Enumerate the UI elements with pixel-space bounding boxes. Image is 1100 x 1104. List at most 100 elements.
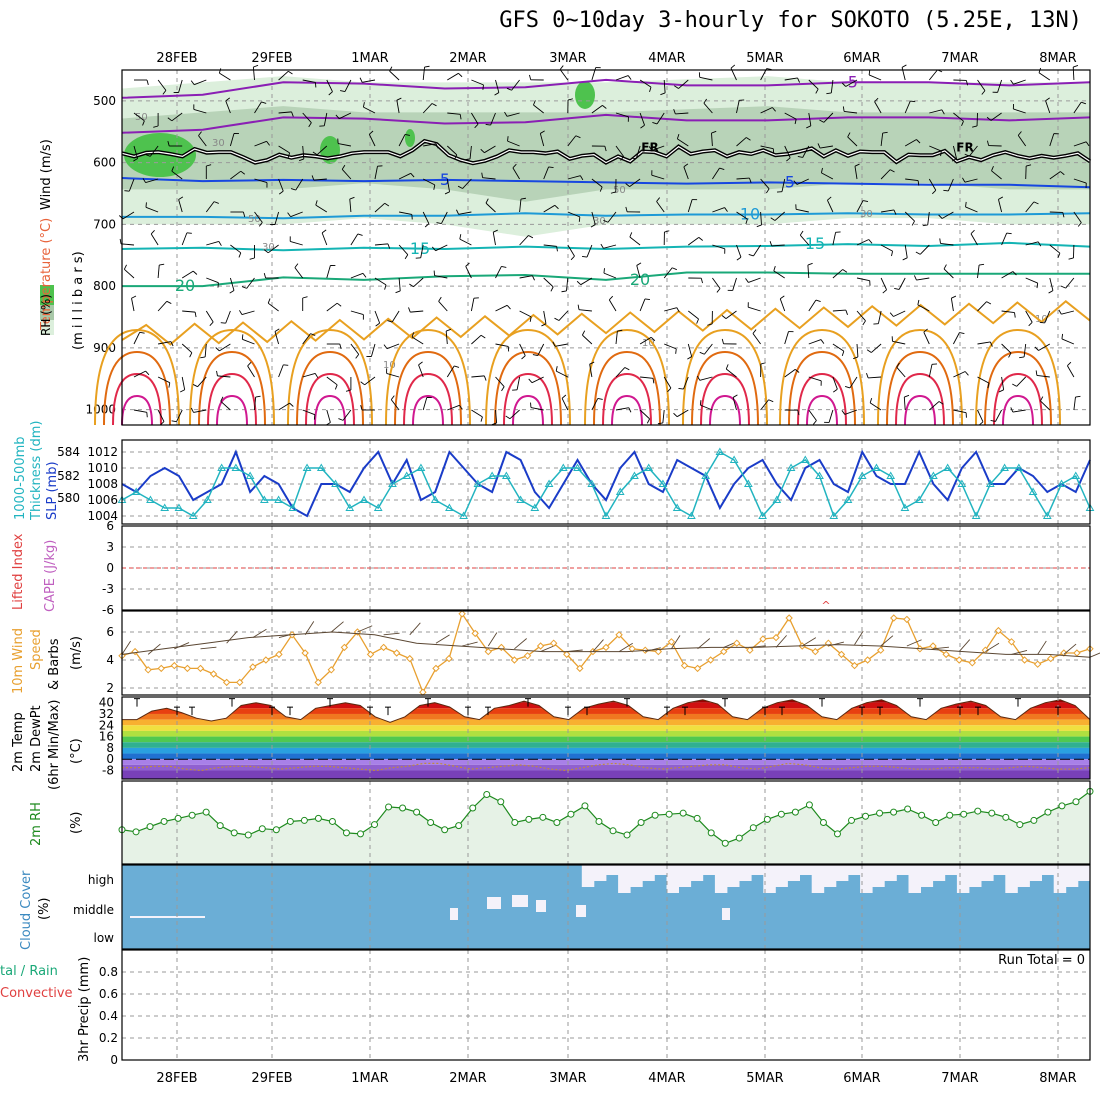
wind-barb-feather bbox=[971, 230, 975, 234]
wind-barb-feather bbox=[419, 362, 423, 365]
wind-barb-feather bbox=[749, 254, 754, 256]
w10-barb bbox=[305, 621, 314, 634]
wind-barb bbox=[1026, 278, 1038, 283]
w10-barb bbox=[122, 641, 131, 654]
wind-barb-feather bbox=[337, 303, 341, 306]
wind-barb-feather bbox=[582, 256, 587, 257]
date-top-2MAR: 2MAR bbox=[449, 51, 486, 66]
w10-barb bbox=[907, 640, 922, 646]
isotherm-label-10-0: 10 bbox=[740, 204, 760, 223]
wind-barb-feather bbox=[697, 319, 699, 324]
wind-barb bbox=[471, 335, 481, 344]
rh2-point bbox=[231, 830, 237, 836]
wind-barb-feather bbox=[1069, 258, 1074, 259]
label-upper-rh: RH (%) bbox=[39, 294, 53, 336]
wind-barb-feather bbox=[210, 322, 213, 326]
rh2-point bbox=[863, 813, 869, 819]
wind-barb-feather bbox=[239, 253, 241, 258]
warm-lobe-5-3 bbox=[612, 396, 642, 425]
w10-point bbox=[263, 657, 269, 663]
wind-barb-feather bbox=[604, 268, 605, 273]
isotherm-label-20-1: 20 bbox=[630, 270, 650, 289]
wind-barb-feather bbox=[256, 396, 261, 397]
wind-barb-feather bbox=[904, 395, 909, 397]
w10-point bbox=[184, 665, 190, 671]
wind-barb bbox=[555, 344, 568, 346]
warm-lobe-3-3 bbox=[413, 396, 443, 425]
rh2-point bbox=[456, 823, 462, 829]
wind-barb bbox=[833, 232, 836, 245]
date-top-29FEB: 29FEB bbox=[251, 51, 292, 66]
wind-barb bbox=[1039, 73, 1050, 80]
w10-point bbox=[158, 665, 164, 671]
wind-barb bbox=[1050, 278, 1053, 291]
wind-barb bbox=[217, 376, 230, 377]
wind-barb bbox=[327, 410, 331, 422]
wind-barb bbox=[929, 70, 937, 80]
wind-barb bbox=[704, 344, 712, 354]
wind-barb-feather bbox=[250, 258, 255, 259]
wind-barb-feather bbox=[571, 256, 574, 260]
thick-tick-584: 584 bbox=[57, 445, 80, 459]
wind-barb bbox=[808, 265, 809, 278]
wind-barb-feather bbox=[295, 264, 298, 268]
w10-point bbox=[420, 689, 426, 695]
cloud-high-gap bbox=[594, 865, 607, 881]
rh2-point bbox=[582, 803, 588, 809]
w10-point bbox=[394, 650, 400, 656]
wind-barb-feather bbox=[335, 385, 337, 390]
wind-barb bbox=[688, 344, 691, 357]
wind-barb-feather bbox=[609, 296, 612, 300]
rh2-point bbox=[147, 824, 153, 830]
wind-barb bbox=[559, 311, 568, 321]
wind-barb bbox=[978, 410, 983, 422]
w10-barb bbox=[384, 633, 400, 635]
wind-barb bbox=[182, 311, 195, 312]
wind-barb-feather bbox=[999, 390, 1004, 392]
wind-barb-feather bbox=[239, 310, 242, 314]
wind-barb bbox=[134, 332, 140, 344]
wind-barb bbox=[995, 410, 1001, 421]
wind-barb-feather bbox=[356, 354, 359, 358]
temp-band-5 bbox=[122, 725, 1090, 731]
rh2-point bbox=[357, 831, 363, 837]
wind-barb-feather bbox=[454, 366, 459, 367]
cloud-high-gap bbox=[800, 865, 813, 875]
temp-band-3 bbox=[122, 714, 1090, 720]
label-upper-wind: Wind (m/s) bbox=[39, 139, 54, 210]
warm-lobe-8-0 bbox=[878, 330, 962, 425]
cloud-mid-gap-1 bbox=[512, 895, 528, 907]
rh2-point bbox=[877, 810, 883, 816]
w10-barb bbox=[462, 642, 478, 646]
wind-barb bbox=[471, 298, 473, 311]
date-top-6MAR: 6MAR bbox=[843, 51, 880, 66]
wind-barb bbox=[893, 311, 905, 316]
chart-title: GFS 0~10day 3-hourly for SOKOTO (5.25E, … bbox=[499, 8, 1082, 33]
label-precip-b: Convective bbox=[0, 986, 73, 1001]
cloud-high-gap bbox=[582, 865, 595, 887]
wind-barb-feather bbox=[653, 378, 654, 383]
wind-barb-feather bbox=[363, 273, 366, 277]
warm-lobe-1-2 bbox=[208, 374, 256, 425]
wind-barb-feather bbox=[481, 335, 485, 338]
rh2-point bbox=[933, 820, 939, 826]
warm-lobe-3-2 bbox=[404, 374, 452, 425]
wind-barb-feather bbox=[391, 396, 394, 400]
w10-point bbox=[904, 616, 910, 622]
w10-barb bbox=[436, 635, 450, 643]
cloud-high-gap bbox=[1017, 865, 1030, 887]
wind-barb-feather bbox=[658, 423, 663, 424]
li-tick-2: 0 bbox=[106, 561, 114, 575]
date-bottom-2MAR: 2MAR bbox=[449, 1071, 486, 1086]
wind-barb-feather bbox=[1049, 291, 1053, 293]
slp-tick-1008: 1008 bbox=[87, 477, 118, 491]
wind-barb-feather bbox=[190, 353, 192, 357]
rh2-point bbox=[428, 820, 434, 826]
rh-contour-label-0: 50 bbox=[135, 112, 148, 123]
wind-barb-feather bbox=[1029, 322, 1033, 326]
rh-contour-label-3: 30 bbox=[212, 138, 225, 149]
date-top-28FEB: 28FEB bbox=[156, 51, 197, 66]
wind-barb-feather bbox=[460, 234, 461, 239]
